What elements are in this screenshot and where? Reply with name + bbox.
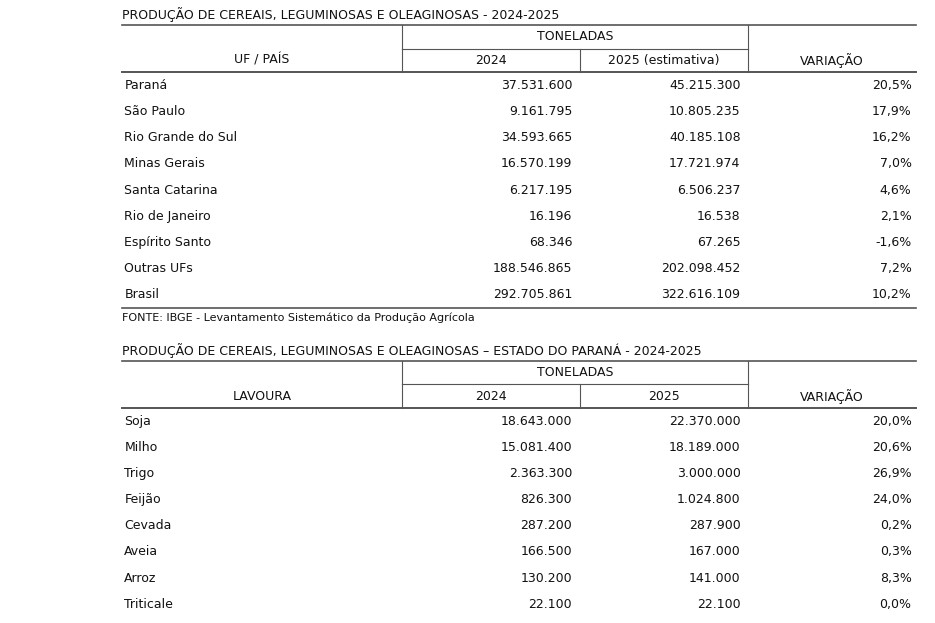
Text: 0,0%: 0,0% bbox=[880, 598, 912, 611]
Text: FONTE: IBGE - Levantamento Sistemático da Produção Agrícola: FONTE: IBGE - Levantamento Sistemático d… bbox=[122, 313, 474, 323]
Text: 2024: 2024 bbox=[475, 390, 507, 402]
Text: Milho: Milho bbox=[124, 441, 158, 454]
Text: 15.081.400: 15.081.400 bbox=[500, 441, 572, 454]
Text: 2.363.300: 2.363.300 bbox=[509, 467, 572, 480]
Text: 16.196: 16.196 bbox=[529, 210, 572, 222]
Text: 68.346: 68.346 bbox=[528, 236, 572, 249]
Text: 287.900: 287.900 bbox=[689, 520, 741, 532]
Text: 130.200: 130.200 bbox=[521, 572, 572, 584]
Text: 17,9%: 17,9% bbox=[871, 105, 912, 118]
Text: 40.185.108: 40.185.108 bbox=[669, 131, 741, 144]
Text: 167.000: 167.000 bbox=[689, 546, 741, 558]
Text: Feijão: Feijão bbox=[124, 493, 161, 506]
Text: 322.616.109: 322.616.109 bbox=[662, 288, 741, 301]
Text: 18.189.000: 18.189.000 bbox=[669, 441, 741, 454]
Text: Rio de Janeiro: Rio de Janeiro bbox=[124, 210, 211, 222]
Text: 2025: 2025 bbox=[648, 390, 680, 402]
Text: 6.506.237: 6.506.237 bbox=[677, 184, 741, 196]
Text: São Paulo: São Paulo bbox=[124, 105, 185, 118]
Text: 20,5%: 20,5% bbox=[871, 79, 912, 92]
Text: Arroz: Arroz bbox=[124, 572, 157, 584]
Text: Brasil: Brasil bbox=[124, 288, 159, 301]
Text: 4,6%: 4,6% bbox=[880, 184, 912, 196]
Text: Triticale: Triticale bbox=[124, 598, 173, 611]
Text: LAVOURA: LAVOURA bbox=[232, 390, 292, 402]
Text: Trigo: Trigo bbox=[124, 467, 154, 480]
Text: 141.000: 141.000 bbox=[689, 572, 741, 584]
Text: 10.805.235: 10.805.235 bbox=[669, 105, 741, 118]
Text: 7,2%: 7,2% bbox=[880, 262, 912, 275]
Text: 0,3%: 0,3% bbox=[880, 546, 912, 558]
Text: VARIAÇÃO: VARIAÇÃO bbox=[800, 389, 864, 404]
Text: PRODUÇÃO DE CEREAIS, LEGUMINOSAS E OLEAGINOSAS – ESTADO DO PARANÁ - 2024-2025: PRODUÇÃO DE CEREAIS, LEGUMINOSAS E OLEAG… bbox=[122, 343, 701, 358]
Text: 202.098.452: 202.098.452 bbox=[661, 262, 741, 275]
Text: 8,3%: 8,3% bbox=[880, 572, 912, 584]
Text: TONELADAS: TONELADAS bbox=[537, 31, 613, 43]
Text: Cevada: Cevada bbox=[124, 520, 172, 532]
Text: 22.100: 22.100 bbox=[697, 598, 741, 611]
Text: 3.000.000: 3.000.000 bbox=[677, 467, 741, 480]
Text: VARIAÇÃO: VARIAÇÃO bbox=[800, 53, 864, 68]
Text: 16.570.199: 16.570.199 bbox=[501, 158, 572, 170]
Text: 22.370.000: 22.370.000 bbox=[669, 415, 741, 427]
Text: 188.546.865: 188.546.865 bbox=[493, 262, 572, 275]
Text: 20,0%: 20,0% bbox=[871, 415, 912, 427]
Text: 2025 (estimativa): 2025 (estimativa) bbox=[608, 54, 720, 67]
Text: 20,6%: 20,6% bbox=[871, 441, 912, 454]
Text: Outras UFs: Outras UFs bbox=[124, 262, 194, 275]
Text: Rio Grande do Sul: Rio Grande do Sul bbox=[124, 131, 237, 144]
Text: 166.500: 166.500 bbox=[521, 546, 572, 558]
Text: Espírito Santo: Espírito Santo bbox=[124, 236, 211, 249]
Text: 67.265: 67.265 bbox=[697, 236, 741, 249]
Text: TONELADAS: TONELADAS bbox=[537, 366, 613, 379]
Text: 2024: 2024 bbox=[475, 54, 507, 67]
Text: UF / PAÍS: UF / PAÍS bbox=[234, 54, 290, 67]
Text: 826.300: 826.300 bbox=[521, 493, 572, 506]
Text: 16.538: 16.538 bbox=[697, 210, 741, 222]
Text: 2,1%: 2,1% bbox=[880, 210, 912, 222]
Text: 17.721.974: 17.721.974 bbox=[669, 158, 741, 170]
Text: 9.161.795: 9.161.795 bbox=[509, 105, 572, 118]
Text: 22.100: 22.100 bbox=[528, 598, 572, 611]
Text: 6.217.195: 6.217.195 bbox=[509, 184, 572, 196]
Text: 1.024.800: 1.024.800 bbox=[677, 493, 741, 506]
Text: 24,0%: 24,0% bbox=[871, 493, 912, 506]
Text: Santa Catarina: Santa Catarina bbox=[124, 184, 218, 196]
Text: 26,9%: 26,9% bbox=[872, 467, 912, 480]
Text: 287.200: 287.200 bbox=[521, 520, 572, 532]
Text: Paraná: Paraná bbox=[124, 79, 167, 92]
Text: 16,2%: 16,2% bbox=[872, 131, 912, 144]
Text: 18.643.000: 18.643.000 bbox=[501, 415, 572, 427]
Text: 45.215.300: 45.215.300 bbox=[669, 79, 741, 92]
Text: Aveia: Aveia bbox=[124, 546, 158, 558]
Text: Minas Gerais: Minas Gerais bbox=[124, 158, 205, 170]
Text: 34.593.665: 34.593.665 bbox=[501, 131, 572, 144]
Text: -1,6%: -1,6% bbox=[875, 236, 912, 249]
Text: PRODUÇÃO DE CEREAIS, LEGUMINOSAS E OLEAGINOSAS - 2024-2025: PRODUÇÃO DE CEREAIS, LEGUMINOSAS E OLEAG… bbox=[122, 7, 559, 22]
Text: 292.705.861: 292.705.861 bbox=[493, 288, 572, 301]
Text: 0,2%: 0,2% bbox=[880, 520, 912, 532]
Text: Soja: Soja bbox=[124, 415, 151, 427]
Text: 37.531.600: 37.531.600 bbox=[501, 79, 572, 92]
Text: 10,2%: 10,2% bbox=[871, 288, 912, 301]
Text: 7,0%: 7,0% bbox=[880, 158, 912, 170]
